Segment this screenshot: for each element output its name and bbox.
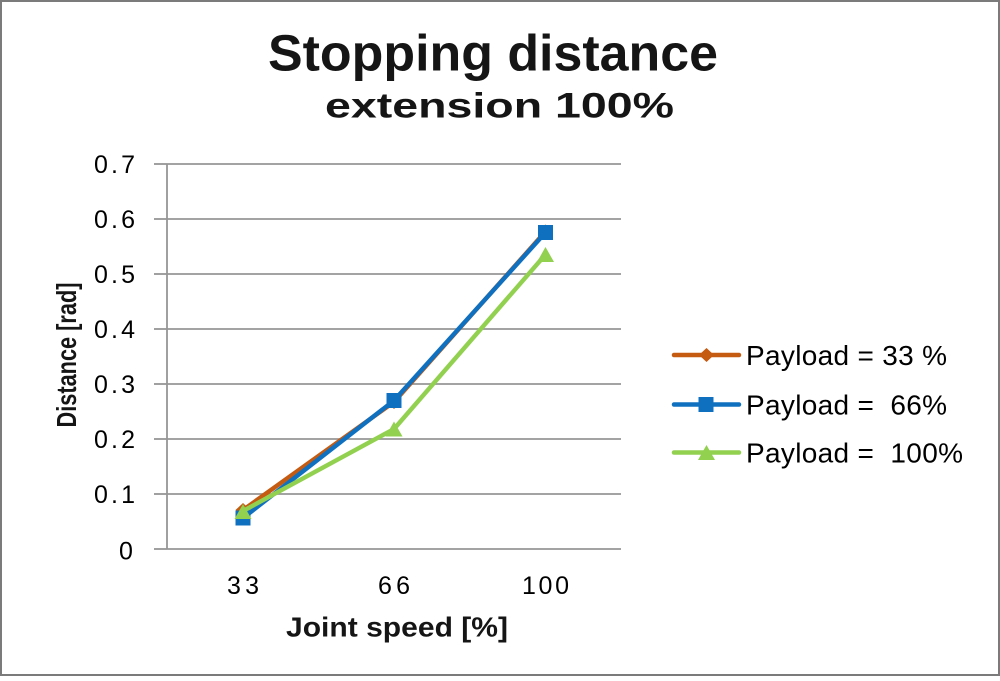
svg-text:0.1: 0.1 bbox=[94, 481, 135, 509]
svg-text:Payload = 66%: Payload = 66% bbox=[746, 390, 947, 421]
svg-text:0.5: 0.5 bbox=[94, 261, 135, 289]
svg-text:extension 100%: extension 100% bbox=[325, 87, 674, 126]
svg-text:0: 0 bbox=[119, 538, 133, 566]
svg-text:Stopping distance: Stopping distance bbox=[268, 25, 718, 82]
svg-text:100: 100 bbox=[522, 572, 569, 600]
svg-text:Joint speed [%]: Joint speed [%] bbox=[286, 612, 508, 643]
svg-text:0.2: 0.2 bbox=[94, 426, 135, 454]
svg-text:Distance [rad]: Distance [rad] bbox=[51, 283, 82, 428]
svg-text:0.7: 0.7 bbox=[94, 151, 135, 179]
svg-text:Payload = 33 %: Payload = 33 % bbox=[746, 340, 947, 371]
svg-text:0.3: 0.3 bbox=[94, 371, 135, 399]
svg-text:Payload = 100%: Payload = 100% bbox=[746, 438, 963, 469]
svg-text:0.6: 0.6 bbox=[94, 206, 135, 234]
svg-text:0.4: 0.4 bbox=[94, 316, 135, 344]
